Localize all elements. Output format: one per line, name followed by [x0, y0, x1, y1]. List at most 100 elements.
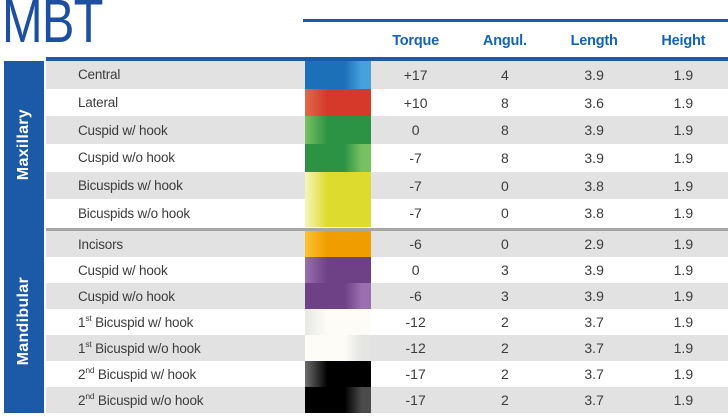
row-label-main: Bicuspids w/ hook: [78, 178, 183, 194]
color-swatch: [305, 116, 371, 145]
row-label: Bicuspids w/ hook: [46, 172, 305, 200]
cell-length: 3.8: [584, 177, 604, 194]
row-label-main: 2: [78, 392, 86, 408]
cell-height: 1.9: [673, 366, 694, 382]
color-swatch: [305, 283, 371, 309]
cell-angul: 8: [500, 149, 509, 166]
table-row: Cuspid w/o hook -7 8 3.9 1.9: [46, 144, 728, 172]
table-row: Central +17 4 3.9 1.9: [46, 61, 728, 89]
header-spacer-label: [46, 32, 305, 50]
cell-torque: -12: [405, 340, 426, 356]
cell-torque: -6: [409, 288, 422, 304]
row-label-rest: Bicuspid w/ hook: [94, 366, 197, 382]
cell-angul: 4: [500, 66, 509, 83]
table-row: Incisors -6 0 2.9 1.9: [46, 231, 728, 257]
cell-height: 1.9: [673, 149, 694, 166]
cell-length: 3.8: [584, 205, 604, 222]
color-swatch: [305, 88, 371, 117]
cell-height: 1.9: [673, 314, 694, 330]
row-label: Incisors: [46, 231, 305, 257]
cell-angul: 0: [500, 205, 509, 222]
color-swatch: [305, 335, 371, 361]
row-label-rest: Bicuspid w/o hook: [91, 340, 201, 356]
row-label: Cuspid w/o hook: [46, 283, 305, 309]
mandibular-rows: Incisors -6 0 2.9 1.9 Cuspid w/ hook 0 3…: [46, 231, 728, 413]
row-label-main: Central: [78, 67, 121, 83]
cell-angul: 2: [500, 314, 509, 330]
group-label-mandibular: Mandibular: [4, 229, 44, 413]
color-swatch: [305, 231, 371, 257]
table-row: Lateral +10 8 3.6 1.9: [46, 88, 728, 117]
color-swatch: [305, 257, 371, 283]
cell-length: 2.9: [584, 236, 604, 252]
group-label-maxillary-text: Maxillary: [15, 109, 32, 181]
cell-torque: -6: [409, 236, 422, 252]
group-label-maxillary: Maxillary: [4, 61, 44, 229]
cell-torque: +10: [403, 94, 428, 111]
cell-height: 1.9: [673, 122, 694, 139]
row-label-main: 2: [78, 366, 86, 382]
column-header-torque: Torque: [392, 33, 440, 49]
row-label: Lateral: [46, 89, 305, 117]
cell-height: 1.9: [673, 94, 694, 111]
row-label-main: Bicuspids w/o hook: [78, 205, 190, 221]
row-label-main: Cuspid w/o hook: [78, 288, 175, 304]
cell-length: 3.9: [584, 149, 604, 166]
cell-length: 3.9: [584, 122, 604, 139]
row-label-main: 1: [78, 340, 86, 356]
cell-height: 1.9: [673, 66, 694, 83]
row-label: Cuspid w/ hook: [46, 257, 305, 283]
cell-height: 1.9: [673, 177, 694, 194]
cell-torque: -7: [409, 205, 422, 222]
table-row: Cuspid w/ hook 0 3 3.9 1.9: [46, 257, 728, 283]
table-top-border: [46, 57, 728, 61]
color-swatch: [305, 144, 371, 172]
cell-height: 1.9: [673, 340, 694, 356]
cell-angul: 0: [500, 236, 509, 252]
color-swatch: [305, 171, 371, 200]
cell-length: 3.6: [584, 94, 604, 111]
cell-length: 3.7: [584, 392, 604, 408]
row-label-sup: nd: [85, 365, 95, 375]
row-label-main: Cuspid w/o hook: [78, 150, 175, 166]
page-title: MBT: [2, 0, 103, 55]
cell-angul: 0: [500, 177, 509, 194]
cell-torque: 0: [411, 122, 420, 139]
column-header-length: Length: [570, 33, 618, 49]
color-swatch: [305, 309, 371, 335]
cell-height: 1.9: [673, 236, 694, 252]
row-label: Cuspid w/o hook: [46, 144, 305, 172]
cell-torque: -12: [405, 314, 426, 330]
cell-length: 3.7: [584, 340, 604, 356]
cell-angul: 3: [500, 288, 509, 304]
section-divider: [46, 227, 728, 231]
column-header-angulation: Angul.: [482, 33, 527, 49]
cell-torque: +17: [403, 66, 428, 83]
maxillary-rows: Central +17 4 3.9 1.9 Lateral +10 8 3.6 …: [46, 61, 728, 228]
cell-length: 3.9: [584, 288, 604, 304]
table-row: Cuspid w/ hook 0 8 3.9 1.9: [46, 116, 728, 145]
row-label-sup: st: [85, 339, 92, 349]
row-label-main: Incisors: [78, 236, 123, 252]
row-label-main: Cuspid w/ hook: [78, 122, 168, 138]
cell-torque: -17: [405, 392, 426, 408]
header-rule: [303, 19, 728, 22]
cell-torque: -7: [409, 149, 422, 166]
cell-length: 3.7: [584, 366, 604, 382]
row-label-main: Cuspid w/ hook: [78, 262, 168, 278]
cell-angul: 2: [500, 340, 509, 356]
cell-length: 3.7: [584, 314, 604, 330]
color-swatch: [305, 387, 371, 413]
row-label: Bicuspids w/o hook: [46, 199, 305, 227]
cell-angul: 2: [500, 392, 509, 408]
cell-length: 3.9: [584, 66, 604, 83]
row-label-main: Lateral: [78, 95, 118, 110]
cell-height: 1.9: [673, 288, 694, 304]
color-swatch: [305, 61, 371, 89]
